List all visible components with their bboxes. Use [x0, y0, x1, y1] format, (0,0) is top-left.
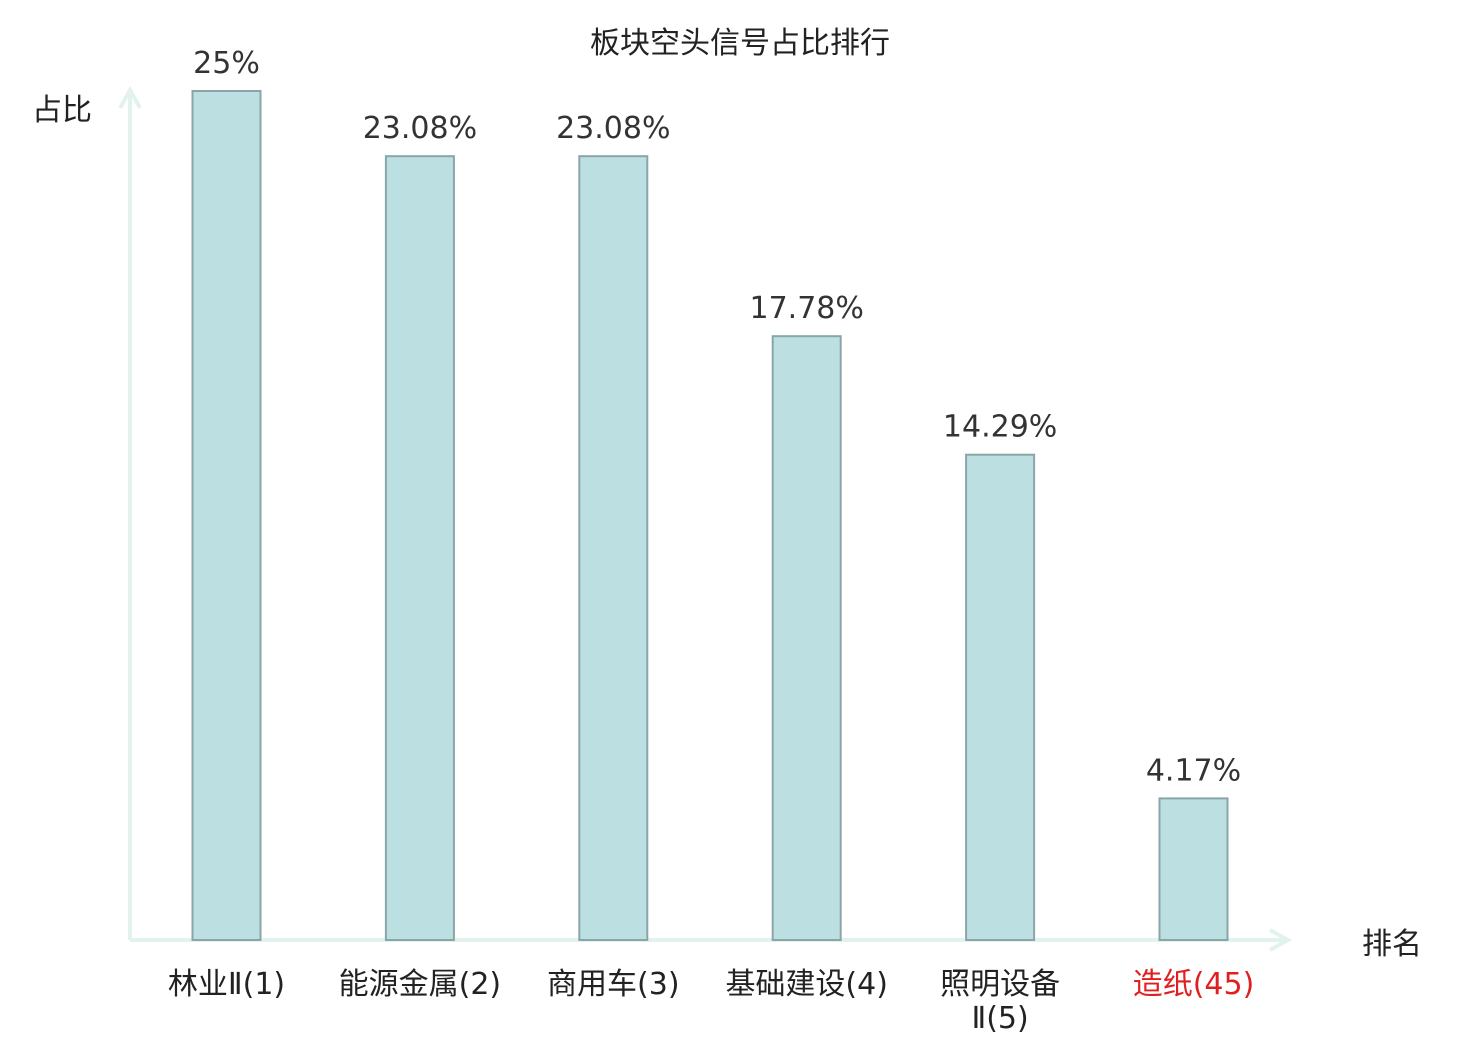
value-label-1: 23.08% — [363, 111, 477, 146]
x-tick-line-4-1: Ⅱ(5) — [971, 1001, 1028, 1036]
value-labels: 25% 23.08% 23.08% 17.78% 14.29% 4.17% — [193, 46, 1241, 788]
value-label-5: 4.17% — [1146, 753, 1241, 788]
x-tick-label-5: 造纸(45) — [1133, 967, 1255, 1002]
x-tick-line-2-0: 商用车(3) — [547, 967, 680, 1002]
y-axis-arrow — [118, 85, 142, 109]
chart-title: 板块空头信号占比排行 — [590, 26, 890, 61]
x-tick-label-4: 照明设备 Ⅱ(5) — [940, 967, 1060, 1036]
x-tick-label-0: 林业Ⅱ(1) — [168, 967, 285, 1002]
x-tick-label-3: 基础建设(4) — [725, 967, 888, 1002]
y-axis-label: 占比 — [32, 93, 92, 128]
value-label-2: 23.08% — [556, 111, 670, 146]
bar-1 — [384, 155, 455, 941]
x-axis-label: 排名 — [1362, 927, 1422, 962]
x-tick-label-1: 能源金属(2) — [339, 967, 502, 1002]
x-tick-line-3-0: 基础建设(4) — [725, 967, 888, 1002]
bar-2 — [578, 155, 649, 941]
x-tick-labels: 林业Ⅱ(1) 能源金属(2) 商用车(3) 基础建设(4) 照明设备 Ⅱ(5) 造纸(45) — [168, 967, 1254, 1036]
x-tick-line-4-0: 照明设备 — [940, 967, 1060, 1002]
value-label-0: 25% — [193, 46, 260, 81]
x-axis-arrow — [1269, 928, 1293, 952]
bar-3 — [771, 335, 842, 941]
value-label-3: 17.78% — [750, 291, 864, 326]
x-tick-line-5-0: 造纸(45) — [1133, 967, 1255, 1002]
x-tick-label-2: 商用车(3) — [547, 967, 680, 1002]
bar-0 — [191, 90, 262, 941]
value-label-4: 14.29% — [943, 410, 1057, 445]
bar-4 — [965, 453, 1036, 941]
x-tick-line-0-0: 林业Ⅱ(1) — [168, 967, 285, 1002]
axes: 占比 排名 — [32, 85, 1422, 962]
x-tick-line-1-0: 能源金属(2) — [339, 967, 502, 1002]
bar-5 — [1158, 797, 1229, 942]
bars — [191, 90, 1229, 942]
